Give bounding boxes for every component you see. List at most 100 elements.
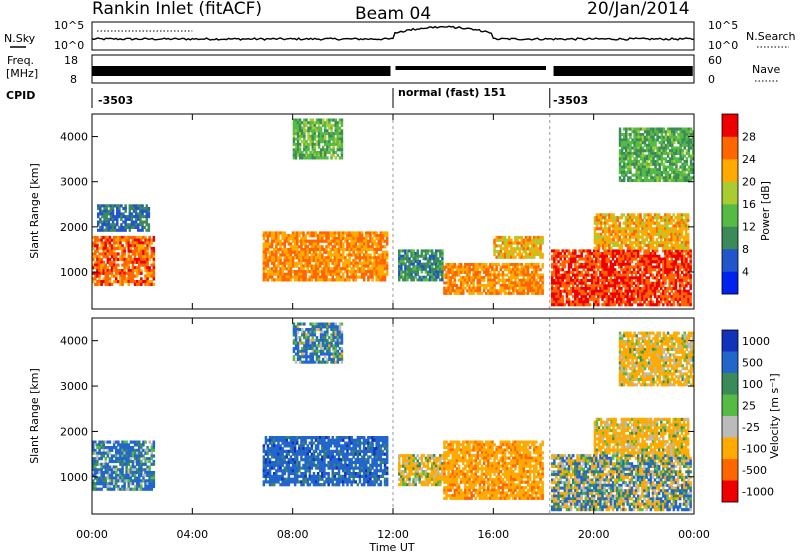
cell-b7 bbox=[607, 270, 611, 274]
cell-b7 bbox=[618, 297, 621, 301]
cell-b0 bbox=[112, 263, 116, 267]
cell-b2 bbox=[279, 258, 282, 263]
cell-b2 bbox=[348, 270, 351, 274]
cell-b5 bbox=[459, 291, 463, 295]
cell-b7 bbox=[668, 284, 671, 288]
cell-b9 bbox=[660, 176, 664, 180]
cell-b4 bbox=[398, 259, 401, 263]
cell-b2 bbox=[339, 270, 343, 274]
cell-b8 bbox=[649, 238, 653, 242]
cell-b7 bbox=[553, 300, 556, 304]
cell-b5 bbox=[531, 273, 534, 277]
cell-b0 bbox=[131, 274, 135, 278]
cell-b4 bbox=[400, 254, 403, 258]
cell-b0 bbox=[119, 282, 122, 286]
cell-b3 bbox=[334, 118, 337, 122]
cell-b7 bbox=[572, 284, 575, 288]
cell-b0 bbox=[119, 238, 122, 242]
cell-b2 bbox=[360, 247, 364, 252]
cell-b8 bbox=[670, 227, 673, 231]
cell-b2 bbox=[316, 272, 320, 276]
cell-b0 bbox=[98, 252, 101, 256]
cell-b2 bbox=[285, 236, 289, 241]
cell-b7 bbox=[681, 276, 684, 280]
cell-b5 bbox=[537, 281, 540, 285]
cell-b2 bbox=[321, 245, 324, 249]
cell-b2 bbox=[352, 231, 355, 235]
cell-b7 bbox=[561, 268, 564, 272]
cell-b4 bbox=[406, 249, 409, 253]
cell-b6 bbox=[528, 250, 532, 254]
cell-b4 bbox=[437, 275, 440, 279]
cell-b5 bbox=[537, 273, 540, 277]
cell-b0 bbox=[138, 244, 141, 248]
cell-b6 bbox=[503, 247, 507, 251]
cell-b7 bbox=[637, 287, 640, 291]
cell-b5 bbox=[501, 289, 505, 293]
cell-b5 bbox=[476, 276, 480, 280]
cell-b5 bbox=[470, 289, 473, 293]
cell-b3 bbox=[309, 118, 312, 122]
cell-b5 bbox=[457, 265, 461, 269]
cell-b0 bbox=[106, 266, 110, 270]
cell-b5 bbox=[482, 276, 486, 280]
cell-b1 bbox=[132, 225, 136, 229]
cell-b2 bbox=[293, 245, 297, 249]
cell-b2 bbox=[296, 231, 299, 235]
cell-b0 bbox=[133, 241, 137, 245]
cell-b7 bbox=[559, 273, 562, 277]
cell-b6 bbox=[503, 235, 507, 240]
cell-b5 bbox=[528, 263, 532, 266]
cell-b2 bbox=[362, 275, 366, 279]
cell-b8 bbox=[597, 243, 601, 248]
cell-b7 bbox=[645, 265, 648, 269]
cell-b5 bbox=[478, 270, 482, 274]
cell-b2 bbox=[375, 278, 378, 282]
cell-b9 bbox=[658, 151, 661, 155]
cell-b0 bbox=[133, 249, 137, 253]
cell-b5 bbox=[505, 278, 509, 282]
cell-b5 bbox=[541, 286, 544, 290]
cell-b9 bbox=[633, 141, 636, 145]
cell-b5 bbox=[487, 289, 490, 293]
cell-b8 bbox=[639, 235, 642, 239]
cell-b6 bbox=[514, 238, 517, 242]
cell-b5 bbox=[533, 268, 536, 272]
cell-b2 bbox=[279, 242, 282, 246]
cell-b7 bbox=[553, 249, 556, 253]
cell-b2 bbox=[339, 256, 343, 260]
cell-b0 bbox=[144, 252, 147, 256]
cell-b5 bbox=[520, 291, 523, 295]
cell-b1 bbox=[105, 228, 108, 232]
cell-b8 bbox=[597, 241, 601, 245]
cell-b9 bbox=[679, 160, 682, 164]
cell-b2 bbox=[304, 239, 307, 243]
cell-b1 bbox=[118, 209, 121, 213]
cell-b3 bbox=[298, 126, 302, 130]
cell-b5 bbox=[535, 265, 538, 269]
cell-b2 bbox=[362, 253, 366, 257]
cell-b6 bbox=[535, 235, 538, 240]
cell-b5 bbox=[533, 276, 536, 280]
cell-b4 bbox=[441, 257, 444, 261]
cell-b6 bbox=[533, 244, 536, 248]
cell-b8 bbox=[666, 213, 669, 217]
cell-b5 bbox=[499, 278, 503, 282]
cell-b7 bbox=[555, 254, 558, 258]
cell-b7 bbox=[647, 249, 650, 253]
cell-b5 bbox=[466, 289, 469, 293]
cell-b2 bbox=[293, 239, 297, 243]
cell-b0 bbox=[104, 244, 107, 248]
cell-b2 bbox=[262, 234, 266, 238]
cell-b3 bbox=[332, 118, 335, 122]
cell-b0 bbox=[100, 241, 103, 245]
cell-b9 bbox=[618, 165, 622, 169]
cell-b6 bbox=[497, 238, 500, 242]
cell-b2 bbox=[291, 239, 295, 243]
cell-b4 bbox=[435, 262, 438, 266]
cell-b7 bbox=[674, 273, 678, 277]
cell-b8 bbox=[628, 238, 632, 242]
cell-b0 bbox=[115, 255, 118, 259]
cell-b7 bbox=[685, 252, 688, 256]
cell-b7 bbox=[572, 295, 575, 299]
